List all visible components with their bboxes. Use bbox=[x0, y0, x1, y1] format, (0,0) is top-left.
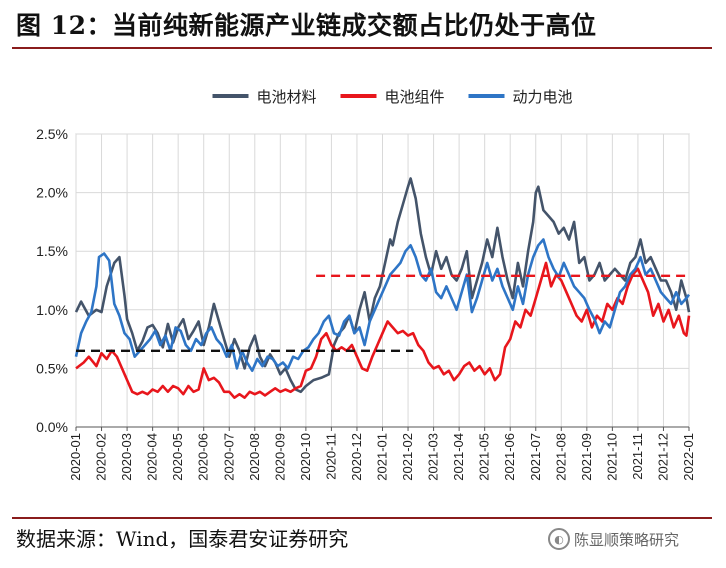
legend-label-3: 动力电池 bbox=[513, 88, 573, 106]
line-chart: 电池材料 电池组件 动力电池 0.0% 0.5% 1.0% 1.5% 2.0% 2.5% 20… bbox=[36, 88, 696, 481]
x-tick-label: 2021-07 bbox=[528, 433, 543, 481]
wechat-icon: ◐ bbox=[548, 528, 570, 550]
x-tick-label: 2021-02 bbox=[400, 433, 415, 481]
x-tick-label: 2021-09 bbox=[579, 433, 594, 481]
y-tick-label: 2.0% bbox=[36, 185, 68, 201]
source-note: 数据来源：Wind，国泰君安证券研究 bbox=[16, 527, 349, 551]
source-divider bbox=[12, 517, 712, 519]
x-tick-label: 2020-05 bbox=[170, 433, 185, 481]
x-tick-label: 2020-10 bbox=[298, 433, 313, 481]
watermark: ◐ 陈显顺策略研究 bbox=[548, 524, 718, 554]
x-tick-label: 2020-02 bbox=[94, 433, 109, 481]
y-tick-label: 1.0% bbox=[36, 302, 68, 318]
x-tick-label: 2020-11 bbox=[323, 433, 338, 480]
y-tick-label: 0.5% bbox=[36, 360, 68, 376]
x-tick-label: 2021-01 bbox=[375, 433, 390, 481]
x-tick-label: 2021-10 bbox=[604, 433, 619, 481]
series-line-1 bbox=[74, 177, 691, 394]
x-tick-label: 2020-04 bbox=[145, 433, 160, 481]
y-axis: 0.0% 0.5% 1.0% 1.5% 2.0% 2.5% bbox=[36, 126, 68, 435]
y-tick-label: 0.0% bbox=[36, 419, 68, 435]
legend-label-1: 电池材料 bbox=[257, 88, 317, 106]
x-tick-label: 2021-12 bbox=[655, 433, 670, 481]
series-line-2 bbox=[75, 261, 691, 399]
x-tick-label: 2021-04 bbox=[451, 433, 466, 481]
legend-label-2: 电池组件 bbox=[385, 88, 445, 106]
x-axis: 2020-01 2020-02 2020-03 2020-04 2020-05 2020-… bbox=[68, 426, 696, 481]
x-tick-label: 2020-07 bbox=[221, 433, 236, 481]
x-tick-label: 2021-05 bbox=[477, 433, 492, 481]
x-tick-label: 2020-03 bbox=[119, 433, 134, 481]
x-tick-label: 2021-06 bbox=[502, 433, 517, 481]
x-tick-label: 2020-09 bbox=[272, 433, 287, 481]
watermark-text: 陈显顺策略研究 bbox=[574, 530, 680, 549]
chart-legend: 电池材料 电池组件 动力电池 bbox=[212, 88, 573, 106]
x-tick-label: 2020-01 bbox=[68, 433, 83, 481]
x-tick-label: 2021-03 bbox=[426, 433, 441, 481]
y-tick-label: 1.5% bbox=[36, 243, 68, 259]
title-divider bbox=[12, 47, 712, 49]
x-tick-label: 2022-01 bbox=[681, 433, 696, 481]
x-tick-label: 2021-11 bbox=[630, 433, 645, 480]
series-layer bbox=[74, 177, 691, 399]
x-tick-label: 2020-12 bbox=[349, 433, 364, 481]
x-tick-label: 2020-08 bbox=[247, 433, 262, 481]
x-tick-label: 2020-06 bbox=[196, 433, 211, 481]
figure-title: 图 12：当前纯新能源产业链成交额占比仍处于高位 bbox=[16, 11, 597, 40]
reference-lines bbox=[76, 274, 689, 353]
x-tick-label: 2021-08 bbox=[553, 433, 568, 481]
y-tick-label: 2.5% bbox=[36, 126, 68, 142]
series-line-3 bbox=[74, 238, 691, 372]
